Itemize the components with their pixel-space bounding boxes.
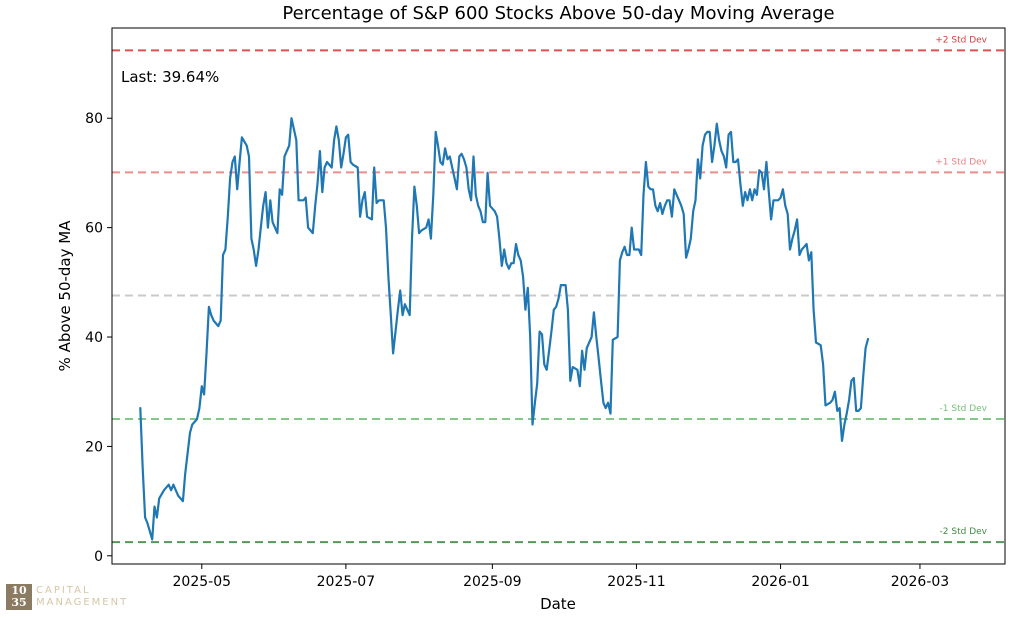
x-axis-label: Date <box>540 595 576 613</box>
logo-mark: 10 35 <box>6 584 32 610</box>
y-tick-label-0: 0 <box>94 549 103 565</box>
logo-text-line2: MANAGEMENT <box>36 597 129 608</box>
logo-text: CAPITAL MANAGEMENT <box>36 585 128 609</box>
x-tick-label-2: 2025-09 <box>463 574 522 590</box>
plot-area-frame <box>111 27 1006 565</box>
plot-layer: +2 Std Dev +1 Std Dev -1 Std Dev -2 Std Dev… <box>85 35 1005 590</box>
x-tick-label-5: 2026-03 <box>891 574 950 590</box>
logo-mark-line2: 35 <box>11 596 27 609</box>
y-tick-label-4: 80 <box>85 111 103 127</box>
watermark-logo: 10 35 CAPITAL MANAGEMENT <box>6 584 128 610</box>
x-tick-label-3: 2025-11 <box>607 574 666 590</box>
series-line-0 <box>139 117 870 541</box>
x-tick-label-4: 2026-01 <box>751 574 810 590</box>
reference-line-label-0: +2 Std Dev <box>935 35 987 45</box>
logo-mark-line1: 10 <box>11 584 27 597</box>
last-value-annotation: Last: 39.64% <box>121 68 219 86</box>
x-tick-label-1: 2025-07 <box>317 574 376 590</box>
reference-line-label-1: +1 Std Dev <box>935 157 987 167</box>
y-tick-label-3: 60 <box>85 221 103 237</box>
logo-text-line1: CAPITAL <box>36 585 91 596</box>
y-tick-label-2: 40 <box>85 330 103 346</box>
reference-line-label-4: -2 Std Dev <box>940 527 988 537</box>
chart-title: Percentage of S&P 600 Stocks Above 50-da… <box>282 3 834 24</box>
x-tick-label-0: 2025-05 <box>173 574 232 590</box>
reference-line-label-3: -1 Std Dev <box>940 404 988 414</box>
y-tick-label-1: 20 <box>85 439 103 455</box>
y-axis-label: % Above 50-day MA <box>56 220 74 372</box>
